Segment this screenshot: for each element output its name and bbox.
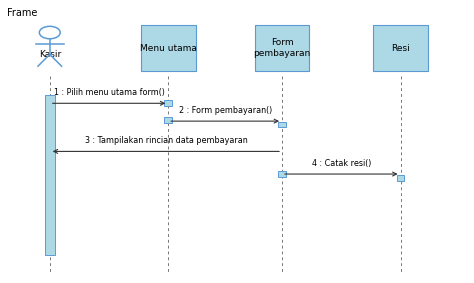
Text: Resi: Resi — [391, 44, 410, 53]
Bar — [45, 95, 55, 255]
Bar — [373, 25, 428, 72]
Bar — [397, 175, 404, 181]
Bar — [141, 25, 195, 72]
Bar — [164, 117, 172, 123]
Text: Form
pembayaran: Form pembayaran — [254, 38, 310, 58]
Bar — [278, 122, 286, 127]
Bar — [278, 171, 286, 177]
Text: 3 : Tampilakan rincian data pembayaran: 3 : Tampilakan rincian data pembayaran — [84, 136, 247, 145]
Bar — [255, 25, 309, 72]
Text: 2 : Form pembayaran(): 2 : Form pembayaran() — [179, 106, 272, 115]
Text: 4 : Catak resi(): 4 : Catak resi() — [311, 159, 371, 168]
Bar — [164, 100, 172, 106]
Text: Frame: Frame — [7, 8, 37, 18]
Text: Menu utama: Menu utama — [140, 44, 197, 53]
Text: 1 : Pilih menu utama form(): 1 : Pilih menu utama form() — [54, 88, 164, 97]
Text: Kasir: Kasir — [39, 50, 61, 59]
